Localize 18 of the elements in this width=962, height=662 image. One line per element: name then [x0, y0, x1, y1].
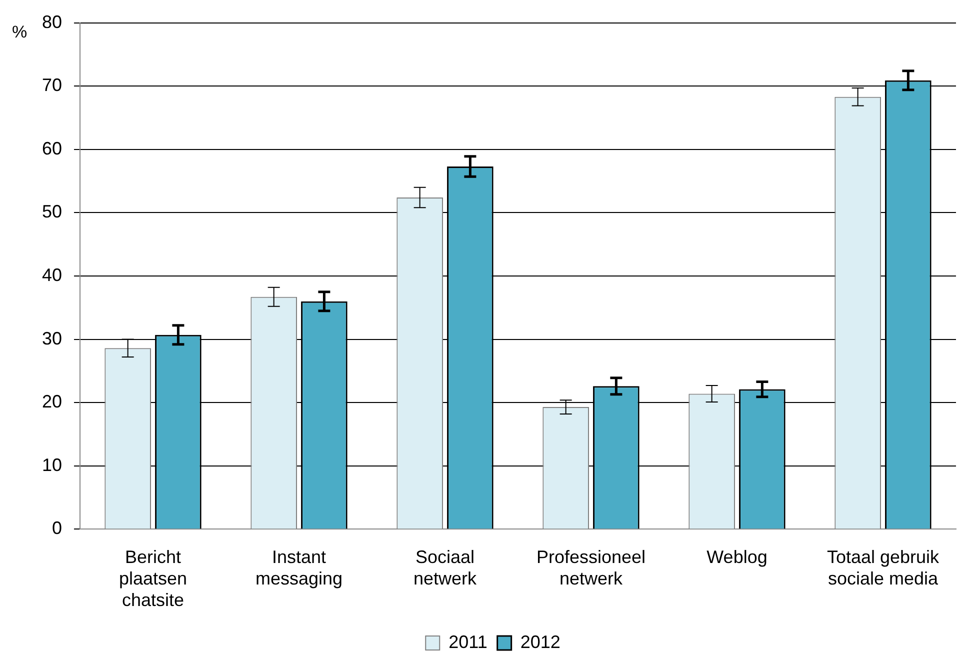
x-tick-label: Sociaal netwerk — [413, 546, 478, 589]
legend-label: 2011 — [448, 632, 488, 652]
y-tick-label: 0 — [52, 518, 62, 538]
y-tick-label: 30 — [42, 328, 62, 348]
y-tick-label: 40 — [42, 264, 62, 285]
x-tick-label: Instant messaging — [255, 546, 343, 589]
y-tick-label: 10 — [42, 454, 62, 475]
y-tick-label: 60 — [42, 138, 62, 158]
y-axis-title: % — [12, 22, 28, 42]
x-tick-label: Weblog — [706, 546, 768, 567]
legend-label: 2012 — [520, 632, 560, 652]
x-tick-label: Bericht plaatsen chatsite — [118, 546, 188, 610]
y-tick-label: 50 — [42, 202, 62, 222]
x-tick-label: Totaal gebruik sociale media — [826, 546, 940, 589]
y-tick-label: 70 — [42, 75, 62, 96]
x-tick-label: Professioneel netwerk — [536, 546, 646, 589]
y-tick-label: 80 — [42, 12, 62, 32]
y-tick-label: 20 — [42, 392, 62, 412]
